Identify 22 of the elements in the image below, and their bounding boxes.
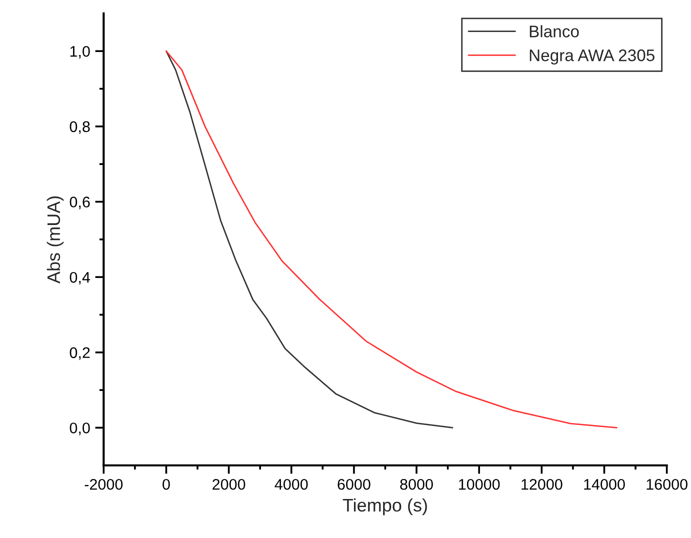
line-series	[166, 50, 618, 428]
legend-label: Negra AWA 2305	[530, 49, 654, 65]
x-tick-label: 14000	[584, 478, 625, 490]
x-tick-label: 10000	[459, 478, 500, 490]
x-tick-label: 0	[162, 478, 170, 490]
y-tick-label: 0,2	[70, 347, 90, 360]
x-axis-title: Tiempo (s)	[342, 498, 427, 516]
y-tick-label: 0,0	[70, 422, 90, 436]
x-tick-label: 12000	[522, 478, 562, 490]
y-tick-label: 1,0	[70, 46, 90, 59]
y-tick-label: 0,6	[70, 196, 90, 210]
x-tick-label: 16000	[646, 478, 688, 490]
y-tick-label: 0,4	[70, 272, 90, 285]
x-tick-label: 6000	[338, 478, 370, 490]
x-tick-label: 2000	[212, 478, 246, 490]
line-series	[166, 50, 454, 428]
x-tick-label: 8000	[400, 478, 433, 490]
legend-label: Blanco	[530, 25, 579, 38]
x-tick-label: -2000	[84, 478, 123, 490]
x-tick-label: 4000	[274, 478, 308, 490]
y-tick-label: 0,8	[70, 121, 90, 134]
y-axis-title: Abs (mUA)	[46, 196, 64, 284]
